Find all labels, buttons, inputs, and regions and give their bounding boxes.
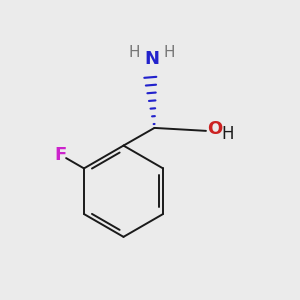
Text: H: H [222, 125, 234, 143]
Text: H: H [164, 45, 175, 60]
Text: O: O [207, 120, 222, 138]
Text: N: N [144, 50, 159, 68]
Text: F: F [54, 146, 66, 164]
Text: H: H [128, 45, 140, 60]
